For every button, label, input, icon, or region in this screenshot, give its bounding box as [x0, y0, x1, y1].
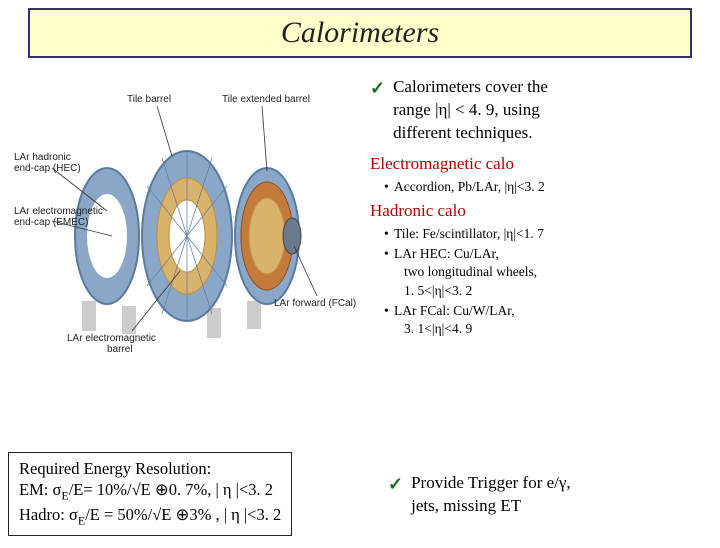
- trigger-line1: Provide Trigger for e/γ,: [411, 473, 571, 492]
- label-emec-2: end-cap (EMEC): [14, 217, 88, 228]
- label-fcal: LAr forward (FCal): [274, 298, 356, 309]
- label-hec-2: end-cap (HEC): [14, 163, 81, 174]
- calorimeter-diagram: Tile barrel Tile extended barrel LAr had…: [12, 76, 362, 356]
- slide-title: Calorimeters: [30, 16, 690, 50]
- resolution-had: Hadro: σE/E = 50%/√E ⊕3% , | η |<3. 2: [19, 504, 281, 529]
- resolution-title: Required Energy Resolution:: [19, 458, 281, 479]
- main-content: Tile barrel Tile extended barrel LAr had…: [0, 76, 720, 361]
- label-tile-ext: Tile extended barrel: [222, 94, 310, 105]
- label-hec-1: LAr hadronic: [14, 152, 71, 163]
- label-embarrel-2: barrel: [107, 344, 133, 355]
- title-box: Calorimeters: [28, 8, 692, 58]
- trigger-item: ✓ Provide Trigger for e/γ, jets, missing…: [388, 472, 698, 526]
- right-column: ✓ Calorimeters cover the range |η| < 4. …: [370, 76, 720, 361]
- trigger-line2: jets, missing ET: [411, 496, 521, 515]
- coverage-item: ✓ Calorimeters cover the range |η| < 4. …: [370, 76, 702, 145]
- had-tile: Tile: Fe/scintillator, |η|<1. 7: [384, 225, 702, 243]
- label-embarrel-1: LAr electromagnetic: [67, 333, 156, 344]
- label-tile-barrel: Tile barrel: [127, 94, 171, 105]
- detector-figure: Tile barrel Tile extended barrel LAr had…: [0, 76, 370, 361]
- resolution-box: Required Energy Resolution: EM: σE/E= 10…: [8, 452, 292, 536]
- check-icon: ✓: [370, 76, 385, 145]
- em-heading: Electromagnetic calo: [370, 153, 702, 176]
- had-heading: Hadronic calo: [370, 200, 702, 223]
- label-emec-1: LAr electromagnetic: [14, 206, 103, 217]
- coverage-line1: Calorimeters cover the: [393, 77, 548, 96]
- had-fcal: LAr FCal: Cu/W/LAr, 3. 1<|η|<4. 9: [384, 302, 702, 338]
- em-list: Accordion, Pb/LAr, |η|<3. 2: [384, 178, 702, 196]
- resolution-em: EM: σE/E= 10%/√E ⊕0. 7%, | η |<3. 2: [19, 479, 281, 504]
- em-item: Accordion, Pb/LAr, |η|<3. 2: [384, 178, 702, 196]
- had-list: Tile: Fe/scintillator, |η|<1. 7 LAr HEC:…: [384, 225, 702, 338]
- coverage-line2: range |η| < 4. 9, using: [393, 100, 540, 119]
- had-hec: LAr HEC: Cu/LAr, two longitudinal wheels…: [384, 245, 702, 300]
- coverage-line3: different techniques.: [393, 123, 532, 142]
- check-icon: ✓: [388, 472, 403, 518]
